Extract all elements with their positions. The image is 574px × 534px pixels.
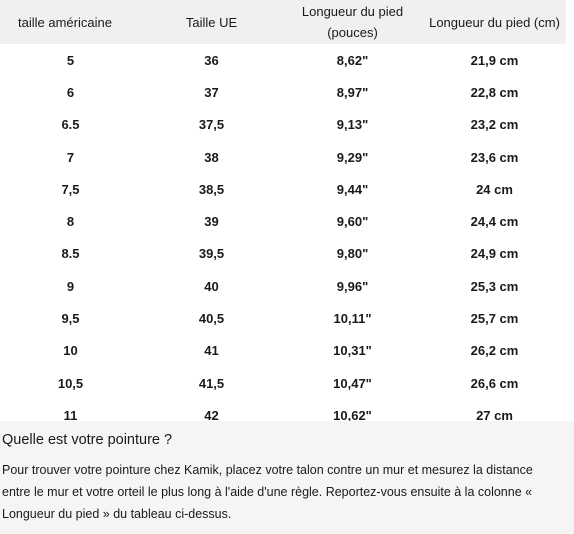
- cell-eu-size: 37: [204, 84, 219, 100]
- cell-eu-size: 38,5: [198, 181, 225, 197]
- cell-eu-size: 41: [204, 343, 219, 359]
- cell-eu-size: 40: [204, 278, 219, 294]
- cell-us-size: 9: [66, 278, 75, 294]
- cell-foot-length-inches: 8,97": [336, 84, 369, 100]
- cell-foot-length-cm: 22,8 cm: [470, 84, 519, 100]
- cell-foot-length-inches: 10,11": [333, 311, 372, 327]
- header-eu-size: Taille UE: [185, 14, 238, 30]
- size-chart-table: taille américaine Taille UE Longueur du …: [0, 0, 566, 421]
- size-help-panel: Quelle est votre pointure ? Pour trouver…: [0, 421, 574, 534]
- table-row: 10 41 10,31" 26,2 cm: [0, 335, 566, 367]
- cell-foot-length-inches: 9,29": [336, 149, 369, 165]
- table-row: 10,5 41,5 10,47" 26,6 cm: [0, 367, 566, 399]
- cell-foot-length-cm: 25,7 cm: [470, 311, 519, 327]
- table-row: 9,5 40,5 10,11" 25,7 cm: [0, 302, 566, 334]
- cell-foot-length-cm: 21,9 cm: [470, 52, 519, 68]
- cell-us-size: 7,5: [61, 181, 80, 197]
- cell-foot-length-inches: 10,62": [333, 407, 372, 421]
- table-row: 7 38 9,29" 23,6 cm: [0, 141, 566, 173]
- size-help-title: Quelle est votre pointure ?: [2, 432, 173, 448]
- cell-us-size: 7: [66, 149, 75, 165]
- cell-foot-length-inches: 10,31": [333, 343, 372, 359]
- cell-foot-length-cm: 24,9 cm: [470, 246, 519, 262]
- cell-foot-length-cm: 24,4 cm: [470, 214, 519, 230]
- cell-foot-length-inches: 9,13": [336, 117, 369, 133]
- table-row: 5 36 8,62" 21,9 cm: [0, 44, 566, 76]
- header-us-size: taille américaine: [18, 14, 112, 30]
- cell-us-size: 10: [63, 343, 78, 359]
- header-foot-length-inches: Longueur du pied (pouces): [301, 4, 404, 40]
- cell-eu-size: 39: [204, 214, 219, 230]
- table-header-row: taille américaine Taille UE Longueur du …: [0, 0, 566, 44]
- cell-foot-length-cm: 27 cm: [476, 407, 513, 421]
- cell-foot-length-inches: 9,96": [336, 278, 369, 294]
- cell-foot-length-inches: 9,80": [336, 246, 369, 262]
- cell-us-size: 6.5: [61, 117, 80, 133]
- table-row: 11 42 10,62" 27 cm: [0, 399, 566, 421]
- cell-eu-size: 37,5: [198, 117, 225, 133]
- table-row: 7,5 38,5 9,44" 24 cm: [0, 173, 566, 205]
- cell-eu-size: 40,5: [198, 311, 225, 327]
- cell-us-size: 5: [66, 52, 75, 68]
- cell-foot-length-cm: 24 cm: [476, 181, 513, 197]
- cell-foot-length-inches: 10,47": [333, 375, 372, 391]
- table-row: 8 39 9,60" 24,4 cm: [0, 205, 566, 237]
- cell-us-size: 8.5: [61, 246, 80, 262]
- table-row: 9 40 9,96" 25,3 cm: [0, 270, 566, 302]
- cell-us-size: 10,5: [57, 375, 84, 391]
- table-body: 5 36 8,62" 21,9 cm 6 37 8,97" 22,8 cm 6.5 37,5 9,1…: [0, 44, 566, 421]
- cell-foot-length-cm: 26,2 cm: [470, 343, 519, 359]
- cell-eu-size: 38: [204, 149, 219, 165]
- cell-foot-length-cm: 26,6 cm: [470, 375, 519, 391]
- header-foot-length-cm: Longueur du pied (cm): [429, 14, 560, 30]
- cell-us-size: 8: [66, 214, 75, 230]
- cell-foot-length-inches: 9,60": [336, 214, 369, 230]
- size-chart-container[interactable]: taille américaine Taille UE Longueur du …: [0, 0, 574, 421]
- cell-eu-size: 42: [204, 407, 219, 421]
- cell-foot-length-cm: 23,2 cm: [470, 117, 519, 133]
- cell-us-size: 9,5: [61, 311, 80, 327]
- cell-eu-size: 41,5: [198, 375, 225, 391]
- table-row: 6 37 8,97" 22,8 cm: [0, 76, 566, 108]
- cell-foot-length-cm: 25,3 cm: [470, 278, 519, 294]
- cell-foot-length-inches: 8,62": [336, 52, 369, 68]
- cell-foot-length-cm: 23,6 cm: [470, 149, 519, 165]
- cell-foot-length-inches: 9,44": [336, 181, 369, 197]
- size-help-text: Pour trouver votre pointure chez Kamik, …: [2, 463, 533, 521]
- cell-eu-size: 36: [204, 52, 219, 68]
- table-row: 6.5 37,5 9,13" 23,2 cm: [0, 109, 566, 141]
- cell-us-size: 6: [66, 84, 75, 100]
- table-row: 8.5 39,5 9,80" 24,9 cm: [0, 238, 566, 270]
- cell-eu-size: 39,5: [198, 246, 225, 262]
- cell-us-size: 11: [63, 407, 78, 421]
